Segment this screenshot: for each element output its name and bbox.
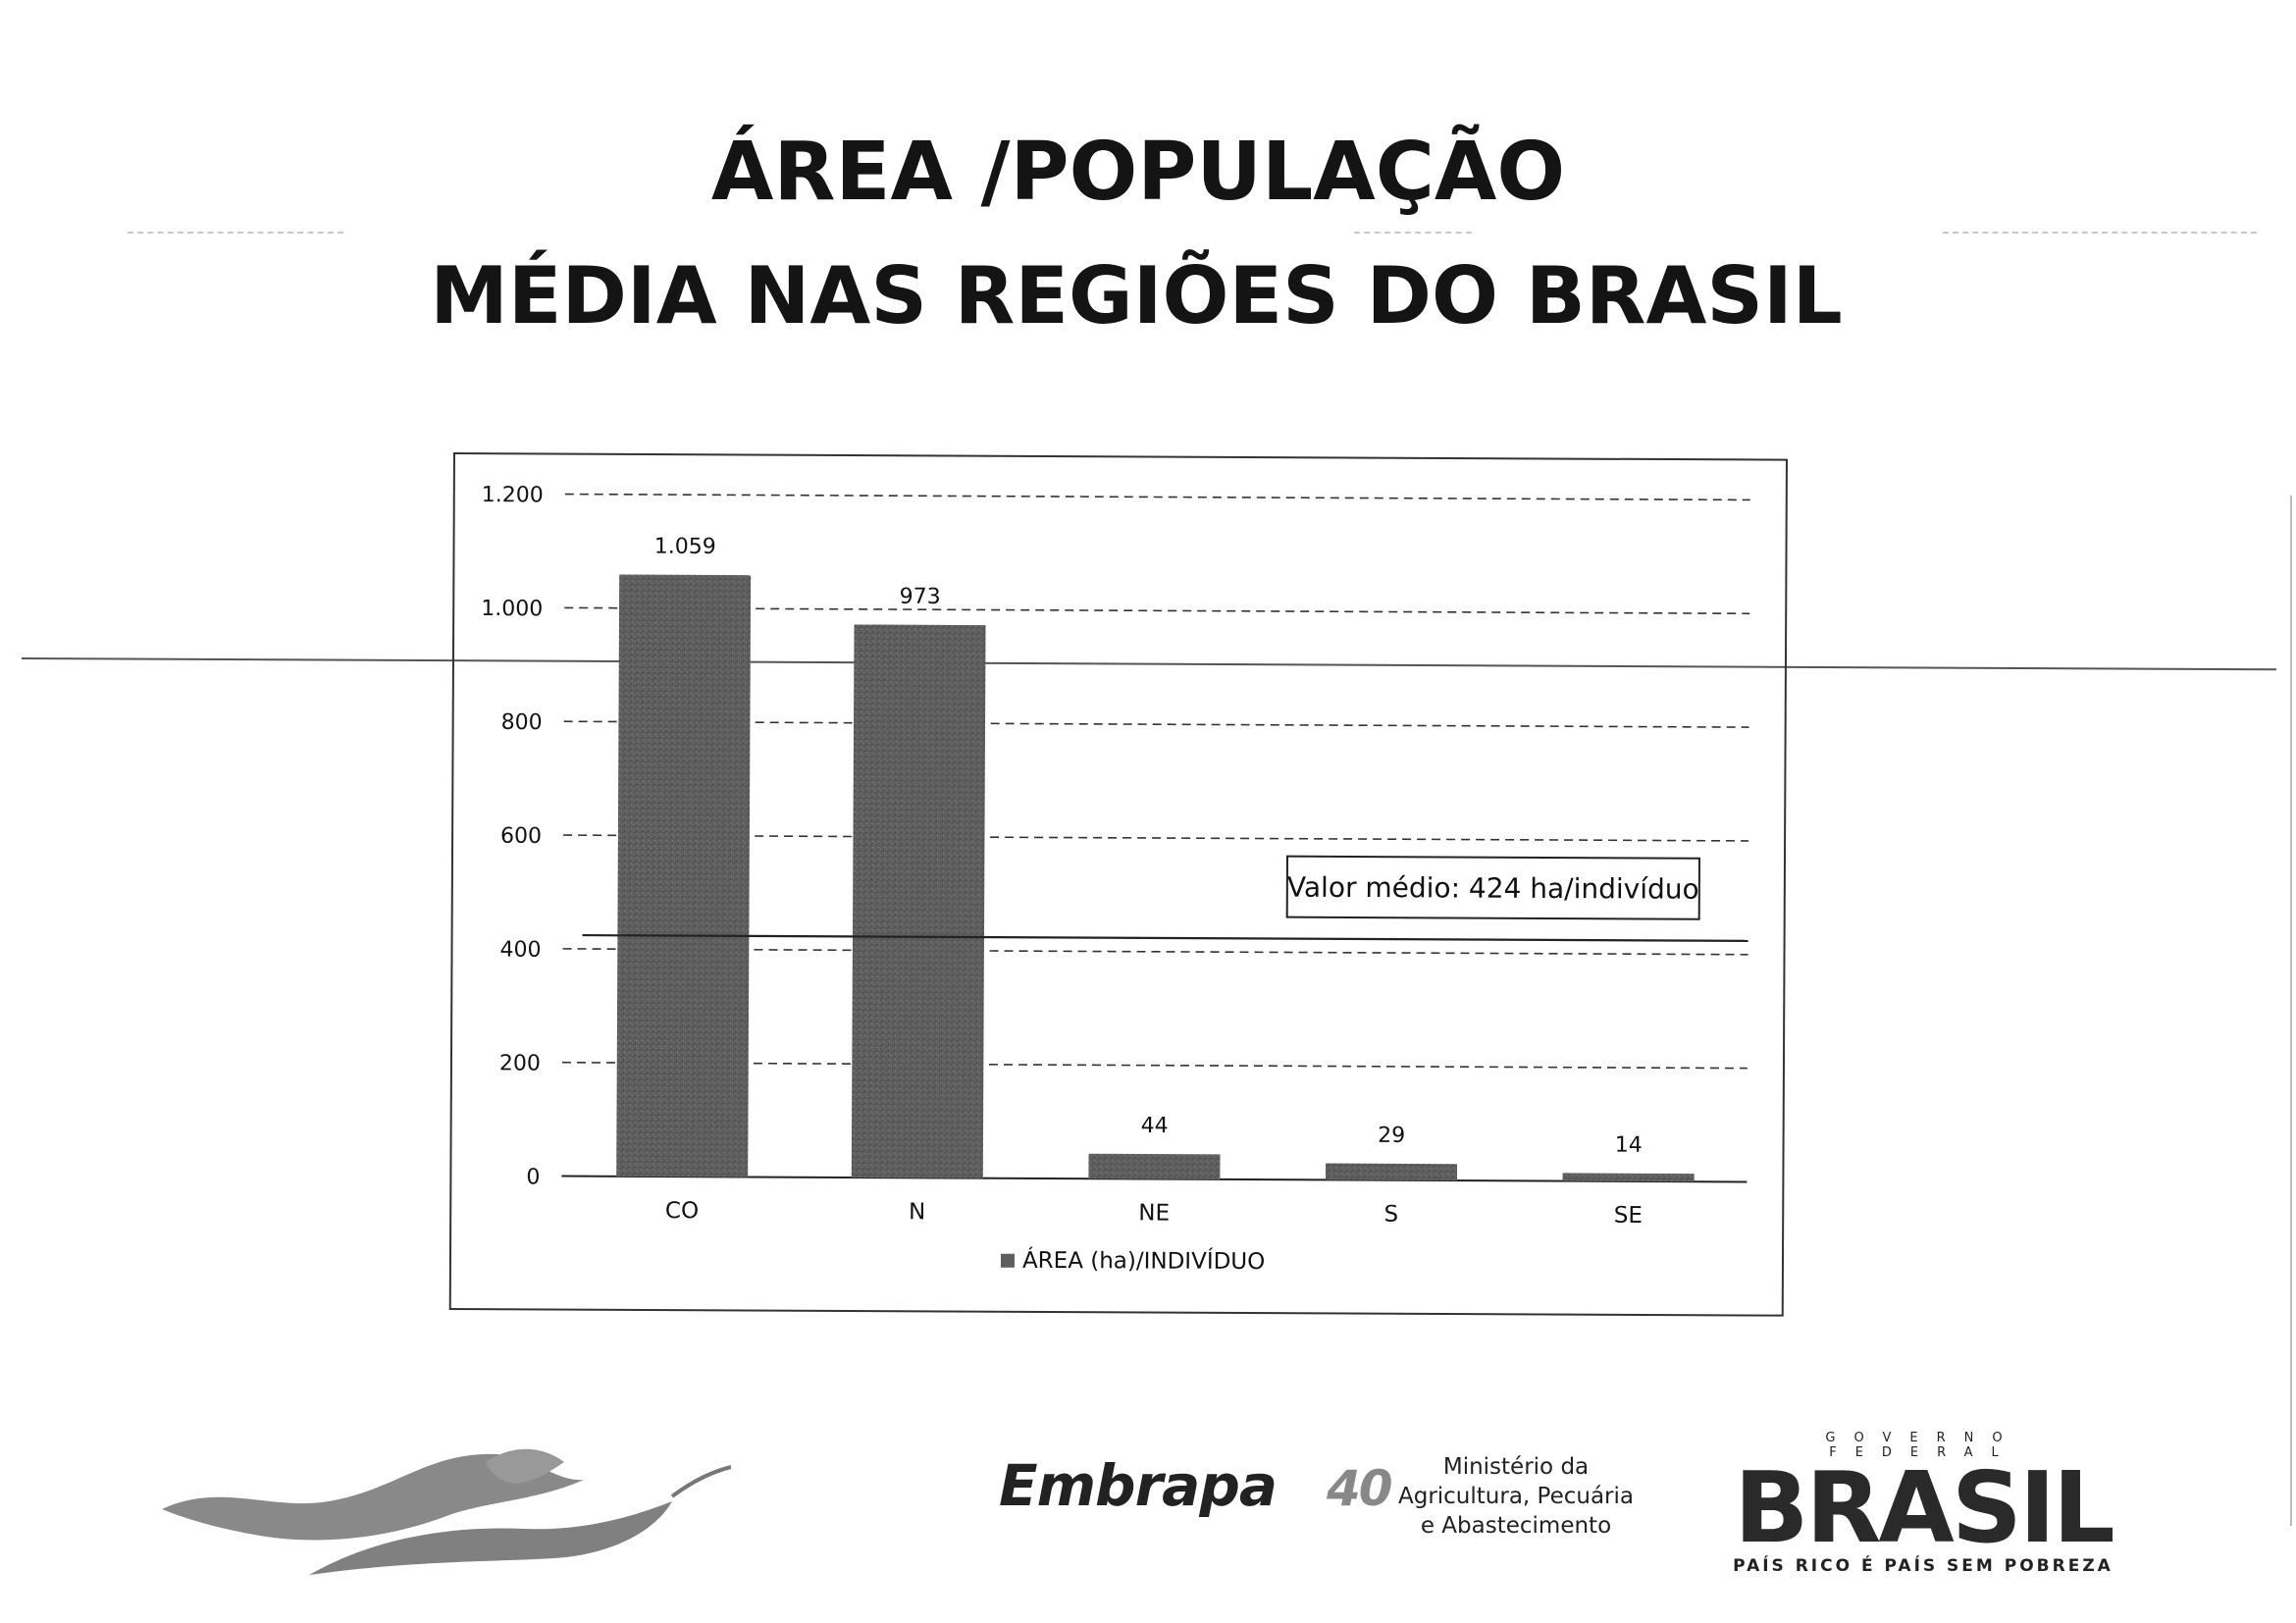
x-tick-label: SE xyxy=(1614,1203,1643,1229)
scan-artifact-dash xyxy=(1943,232,2257,234)
y-tick-label: 600 xyxy=(500,824,542,849)
y-tick-label: 0 xyxy=(526,1165,540,1189)
data-label: 973 xyxy=(900,585,941,609)
x-tick-label: S xyxy=(1383,1202,1398,1228)
embrapa-anniversary: 40 xyxy=(1327,1460,1393,1517)
chart-frame: 0 200 400 600 800 1.000 1.200 1.059 CO 973 N 44 NE 2… xyxy=(448,452,1788,1317)
data-label: 1.059 xyxy=(654,535,716,559)
ministry-line: Ministério da xyxy=(1442,1454,1590,1480)
ministry-line: e Abastecimento xyxy=(1420,1513,1612,1539)
legend-swatch xyxy=(1000,1253,1016,1268)
x-tick-label: NE xyxy=(1138,1200,1170,1226)
bar-ne xyxy=(1088,1153,1221,1179)
governo-federal-logo: GOVERNO FEDERAL BRASIL PAÍS RICO É PAÍS … xyxy=(1727,1431,2119,1576)
embrapa-wordmark: Embrapa xyxy=(999,1452,1278,1519)
average-line xyxy=(582,933,1748,942)
y-tick-label: 200 xyxy=(499,1051,541,1075)
average-annotation: Valor médio: 424 ha/indivíduo xyxy=(1287,871,1699,906)
x-tick-label: N xyxy=(909,1199,925,1225)
page-title: ÁREA /POPULAÇÃO xyxy=(710,126,1566,219)
gov-label: GOVERNO FEDERAL xyxy=(1825,1431,2021,1460)
gridline xyxy=(563,720,1749,728)
gridline xyxy=(561,1061,1748,1070)
bar-chart: 0 200 400 600 800 1.000 1.200 1.059 CO 973 N 44 NE 2… xyxy=(481,483,1750,1275)
scan-artifact-dash xyxy=(128,232,343,234)
bar-s xyxy=(1325,1163,1458,1181)
slogan: PAÍS RICO É PAÍS SEM POBREZA xyxy=(1733,1556,2113,1576)
y-tick-label: 1.000 xyxy=(481,597,543,621)
embrapa-logo: Embrapa 40 xyxy=(999,1452,1393,1519)
y-tick-label: 400 xyxy=(499,938,541,963)
brasil-wordmark: BRASIL xyxy=(1734,1450,2115,1565)
x-tick-label: CO xyxy=(665,1198,699,1224)
y-tick-label: 1.200 xyxy=(482,483,544,507)
average-annotation-box xyxy=(1285,855,1700,920)
data-label: 14 xyxy=(1615,1133,1643,1158)
scan-artifact-line xyxy=(2290,496,2292,1526)
legend-label: ÁREA (ha)/INDIVÍDUO xyxy=(1022,1246,1265,1275)
data-label: 29 xyxy=(1378,1124,1405,1148)
bar-co xyxy=(616,574,752,1178)
bar-se xyxy=(1562,1173,1695,1182)
gridline xyxy=(564,606,1750,615)
gridline xyxy=(562,948,1748,956)
data-label: 44 xyxy=(1141,1114,1169,1138)
gridline xyxy=(563,834,1749,842)
bar-n xyxy=(851,624,986,1178)
scan-artifact-dash xyxy=(1354,232,1472,234)
ministry-logo: Ministério da Agricultura, Pecuária e Ab… xyxy=(1369,1452,1663,1541)
gridline xyxy=(564,493,1750,501)
page-subtitle: MÉDIA NAS REGIÕES DO BRASIL xyxy=(430,250,1843,341)
wave-flag-icon xyxy=(162,1448,731,1575)
ministry-line: Agricultura, Pecuária xyxy=(1397,1484,1635,1509)
y-tick-label: 800 xyxy=(501,710,543,735)
